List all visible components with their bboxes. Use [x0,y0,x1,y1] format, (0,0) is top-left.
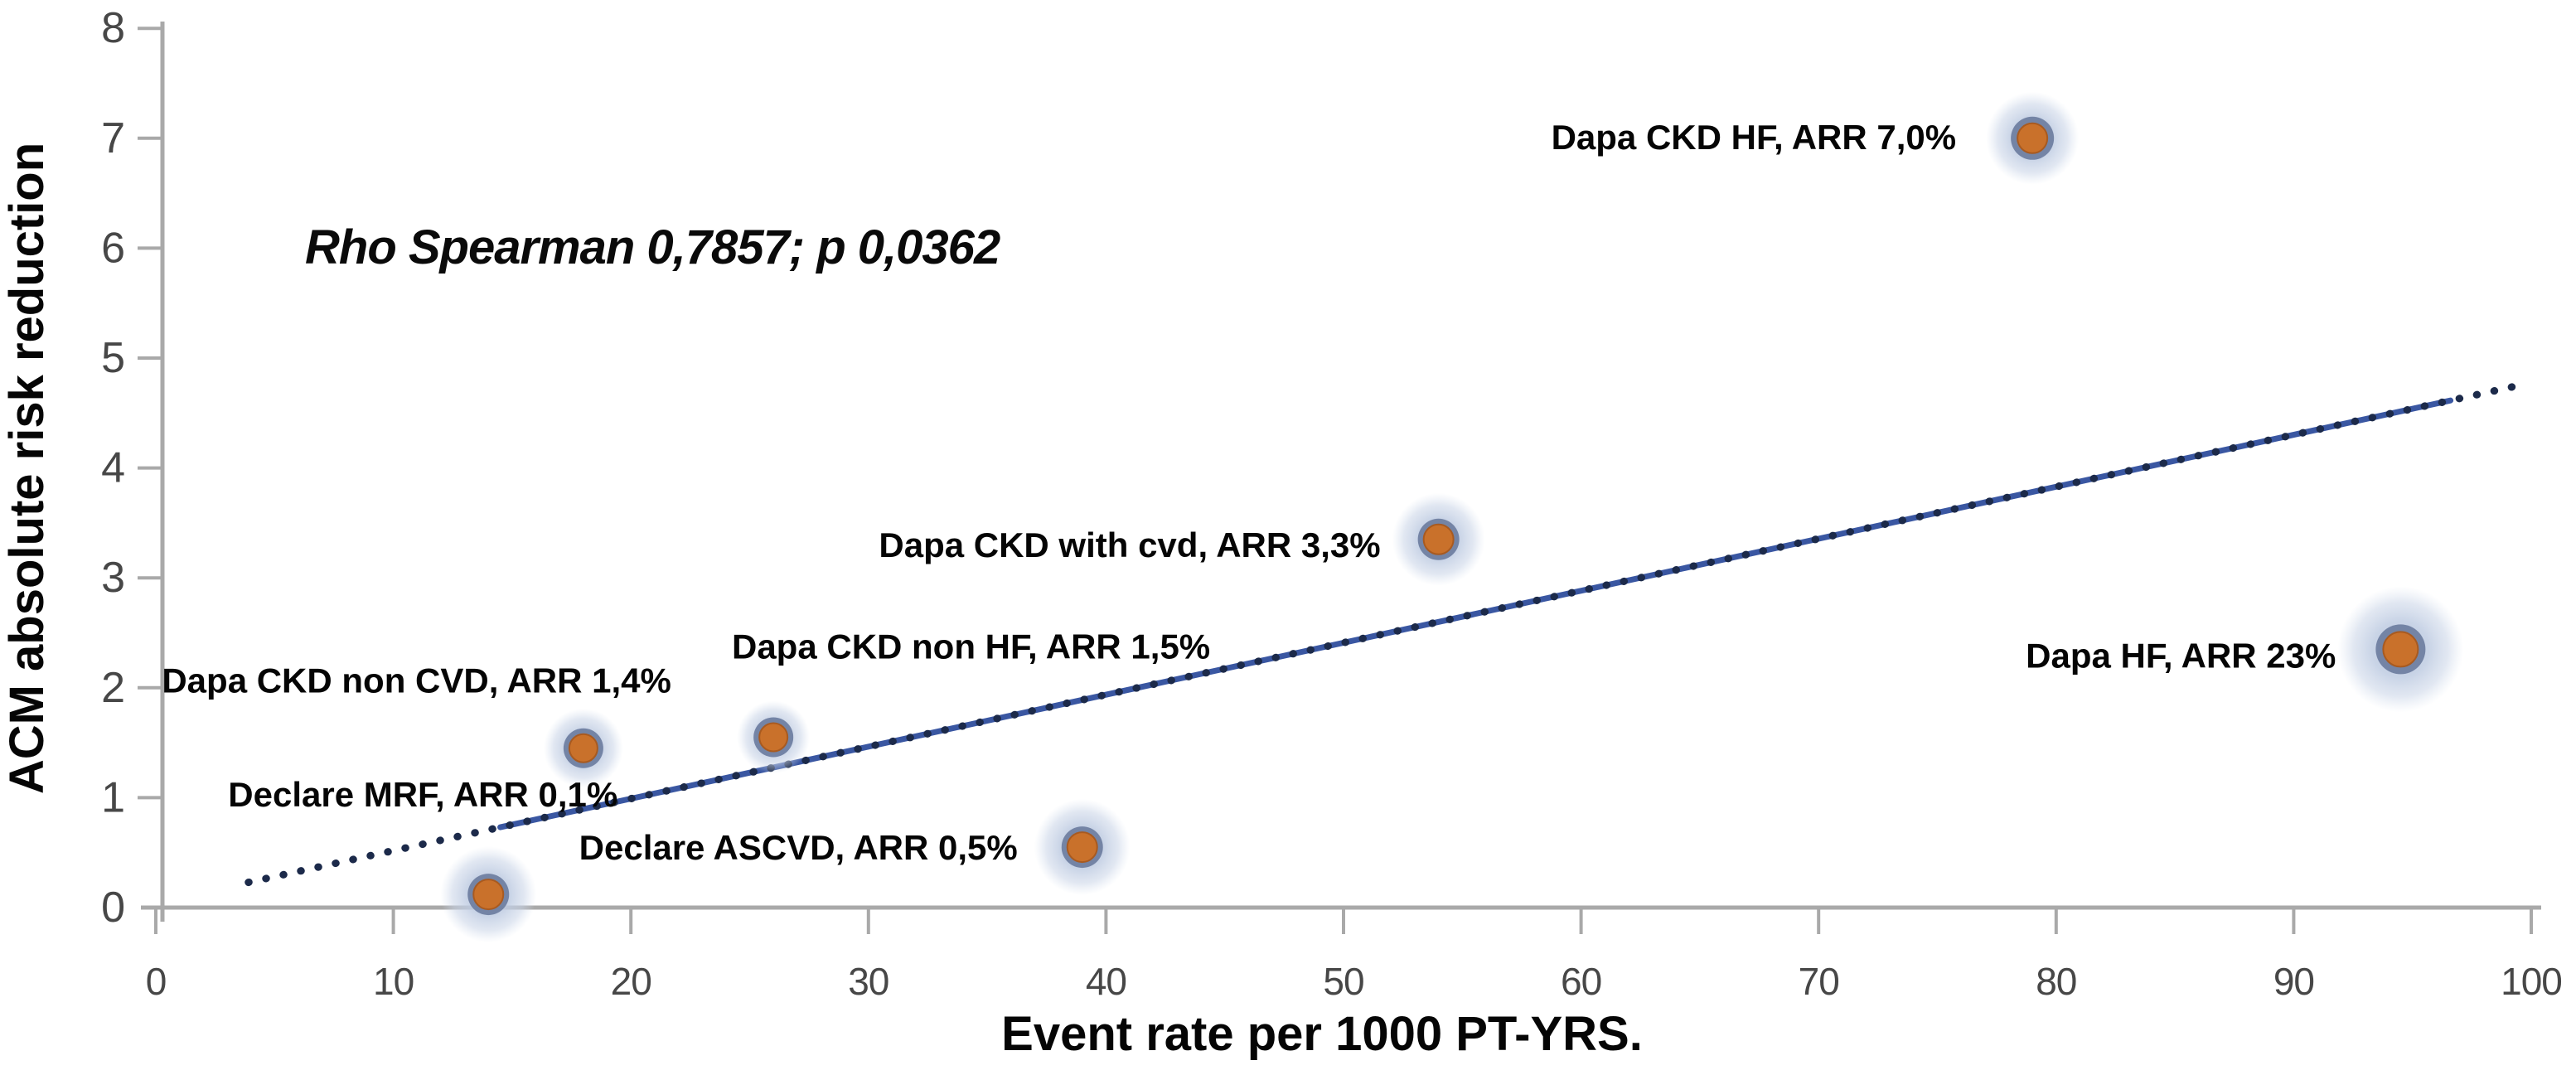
data-point [440,846,537,943]
marker-core [472,879,505,911]
point-label: Dapa CKD with cvd, ARR 3,3% [879,525,1380,564]
x-tick-label: 100 [2501,960,2562,1003]
x-tick-label: 80 [2036,960,2076,1003]
x-axis-ticks: 0 10 20 30 40 50 60 70 80 90 100 [146,908,2563,1003]
x-tick-label: 0 [146,960,167,1003]
y-tick-label: 1 [101,773,124,821]
y-tick-label: 8 [101,4,124,52]
data-point [2337,586,2464,713]
spearman-annotation: Rho Spearman 0,7857; p 0,0362 [305,220,1000,274]
y-tick-label: 0 [101,884,124,932]
trend-lines [245,383,2516,887]
y-tick-label: 7 [101,114,124,162]
x-tick-label: 60 [1561,960,1601,1003]
data-point [1392,492,1485,586]
data-point-labels: Declare MRF, ARR 0,1% Dapa CKD non CVD, A… [162,118,2336,867]
marker-core [568,733,598,763]
point-label: Dapa HF, ARR 23% [2026,636,2336,675]
y-axis-title: ACM absolute risk reduction [0,143,54,794]
point-label: Dapa CKD non HF, ARR 1,5% [732,627,1210,666]
marker-core [1422,523,1455,555]
y-tick-label: 4 [101,444,124,492]
y-tick-label: 6 [101,224,124,272]
point-label: Declare ASCVD, ARR 0,5% [579,828,1018,867]
marker-core [758,722,789,753]
y-tick-label: 3 [101,554,124,602]
trend-line-dotted [245,383,2516,887]
marker-core [1066,831,1098,864]
x-tick-label: 50 [1323,960,1363,1003]
point-label: Dapa CKD HF, ARR 7,0% [1552,118,1957,157]
point-label: Declare MRF, ARR 0,1% [228,775,617,814]
y-tick-label: 5 [101,334,124,382]
x-axis-title: Event rate per 1000 PT-YRS. [1001,1007,1643,1061]
data-point [1034,799,1131,896]
marker-core [2017,122,2049,154]
x-tick-label: 30 [848,960,889,1003]
data-point [737,700,811,774]
marker-core [2382,631,2419,668]
axes: 0 10 20 30 40 50 60 70 80 90 100 0 1 2 3 4 5 6 7 8 [101,4,2563,1003]
data-points [440,91,2464,943]
x-tick-label: 70 [1799,960,1839,1003]
x-tick-label: 20 [611,960,651,1003]
y-axis-ticks: 0 1 2 3 4 5 6 7 8 [101,4,162,932]
x-tick-label: 10 [373,960,414,1003]
x-tick-label: 40 [1086,960,1126,1003]
point-label: Dapa CKD non CVD, ARR 1,4% [162,661,671,700]
y-tick-label: 2 [101,664,124,712]
data-point [543,708,623,788]
x-tick-label: 90 [2273,960,2314,1003]
data-point [1986,91,2080,185]
